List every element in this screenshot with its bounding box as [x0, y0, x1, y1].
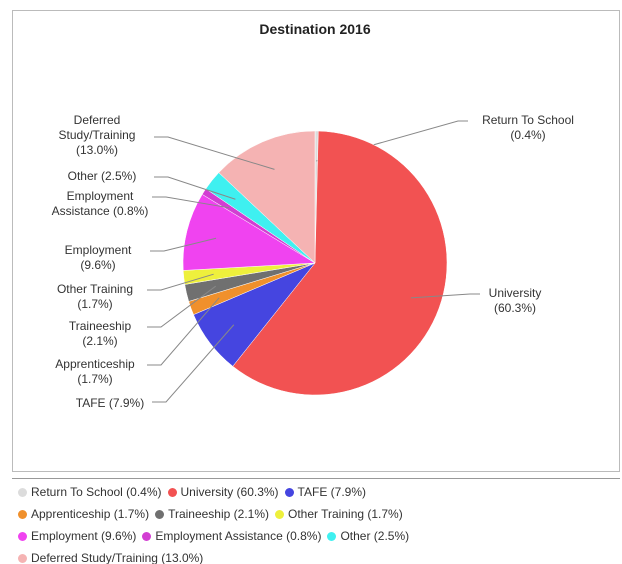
- legend: Return To School (0.4%) University (60.3%…: [12, 478, 620, 564]
- legend-item: Deferred Study/Training (13.0%): [18, 551, 203, 564]
- leader-line: [150, 237, 217, 252]
- leader-line: [152, 324, 235, 403]
- leader-line: [154, 176, 236, 200]
- legend-item: Apprenticeship (1.7%): [18, 507, 149, 521]
- legend-item: Other (2.5%): [327, 529, 409, 543]
- legend-swatch: [155, 510, 165, 520]
- leader-line: [147, 297, 220, 366]
- legend-label: Other (2.5%): [340, 529, 410, 543]
- legend-swatch: [275, 510, 284, 520]
- leader-line: [147, 285, 216, 328]
- legend-swatch: [18, 532, 27, 542]
- leader-line: [152, 196, 230, 209]
- legend-swatch: [142, 532, 152, 542]
- legend-label: University (60.3%): [180, 485, 279, 499]
- legend-swatch: [18, 554, 27, 564]
- legend-item: Employment (9.6%): [18, 529, 136, 543]
- chart: Destination 2016: [147, 21, 480, 403]
- legend-swatch: [284, 488, 294, 498]
- legend-label: Employment (9.6%): [31, 529, 137, 543]
- legend-label: Other Training (1.7%): [288, 507, 403, 521]
- legend-label: TAFE (7.9%): [297, 485, 367, 499]
- leader-line: [154, 136, 275, 170]
- legend-item: Other Training (1.7%): [275, 507, 403, 521]
- slice-label: Deferred Study/Training (13.0%): [58, 113, 136, 157]
- legend-item: Traineeship (2.1%): [155, 507, 269, 521]
- slice-label: University (60.3%): [488, 286, 542, 315]
- legend-item: TAFE (7.9%): [284, 485, 367, 499]
- slice-label: Employment (9.6%): [64, 243, 132, 272]
- chart-panel: [12, 10, 620, 472]
- slice-label: Other Training (1.7%): [56, 282, 134, 311]
- slice-label: Traineeship (2.1%): [68, 319, 132, 348]
- legend-swatch: [167, 488, 177, 498]
- legend-item: Employment Assistance (0.8%): [142, 529, 321, 543]
- legend-row: Deferred Study/Training (13.0%): [18, 551, 209, 564]
- legend-swatch: [18, 488, 27, 498]
- pie-slice: [218, 130, 316, 264]
- slice-label: Return To School (0.4%): [482, 113, 574, 142]
- legend-label: Traineeship (2.1%): [168, 507, 269, 521]
- slice-label: Employment Assistance (0.8%): [51, 189, 149, 218]
- legend-item: Return To School (0.4%): [18, 485, 162, 499]
- slice-label: Other (2.5%): [67, 169, 137, 183]
- legend-label: Return To School (0.4%): [31, 485, 162, 499]
- pie-slice: [182, 194, 316, 271]
- legend-label: Employment Assistance (0.8%): [155, 529, 322, 543]
- legend-swatch: [327, 532, 337, 542]
- leader-line: [410, 293, 480, 299]
- legend-swatch: [18, 510, 27, 520]
- pie-slice: [232, 130, 448, 396]
- legend-row: Employment (9.6%) Employment Assistance (…: [18, 529, 415, 543]
- leader-line: [147, 273, 214, 291]
- slice-label: Apprenticeship (1.7%): [55, 357, 135, 386]
- slice-label: TAFE (7.9%): [75, 396, 145, 410]
- legend-row: Apprenticeship (1.7%) Traineeship (2.1%) O…: [18, 507, 409, 521]
- chart-title: Destination 2016: [259, 21, 370, 37]
- legend-label: Deferred Study/Training (13.0%): [31, 551, 204, 564]
- legend-item: University (60.3%): [167, 485, 279, 499]
- legend-label: Apprenticeship (1.7%): [31, 507, 150, 521]
- legend-row: Return To School (0.4%) University (60.3%…: [18, 485, 372, 499]
